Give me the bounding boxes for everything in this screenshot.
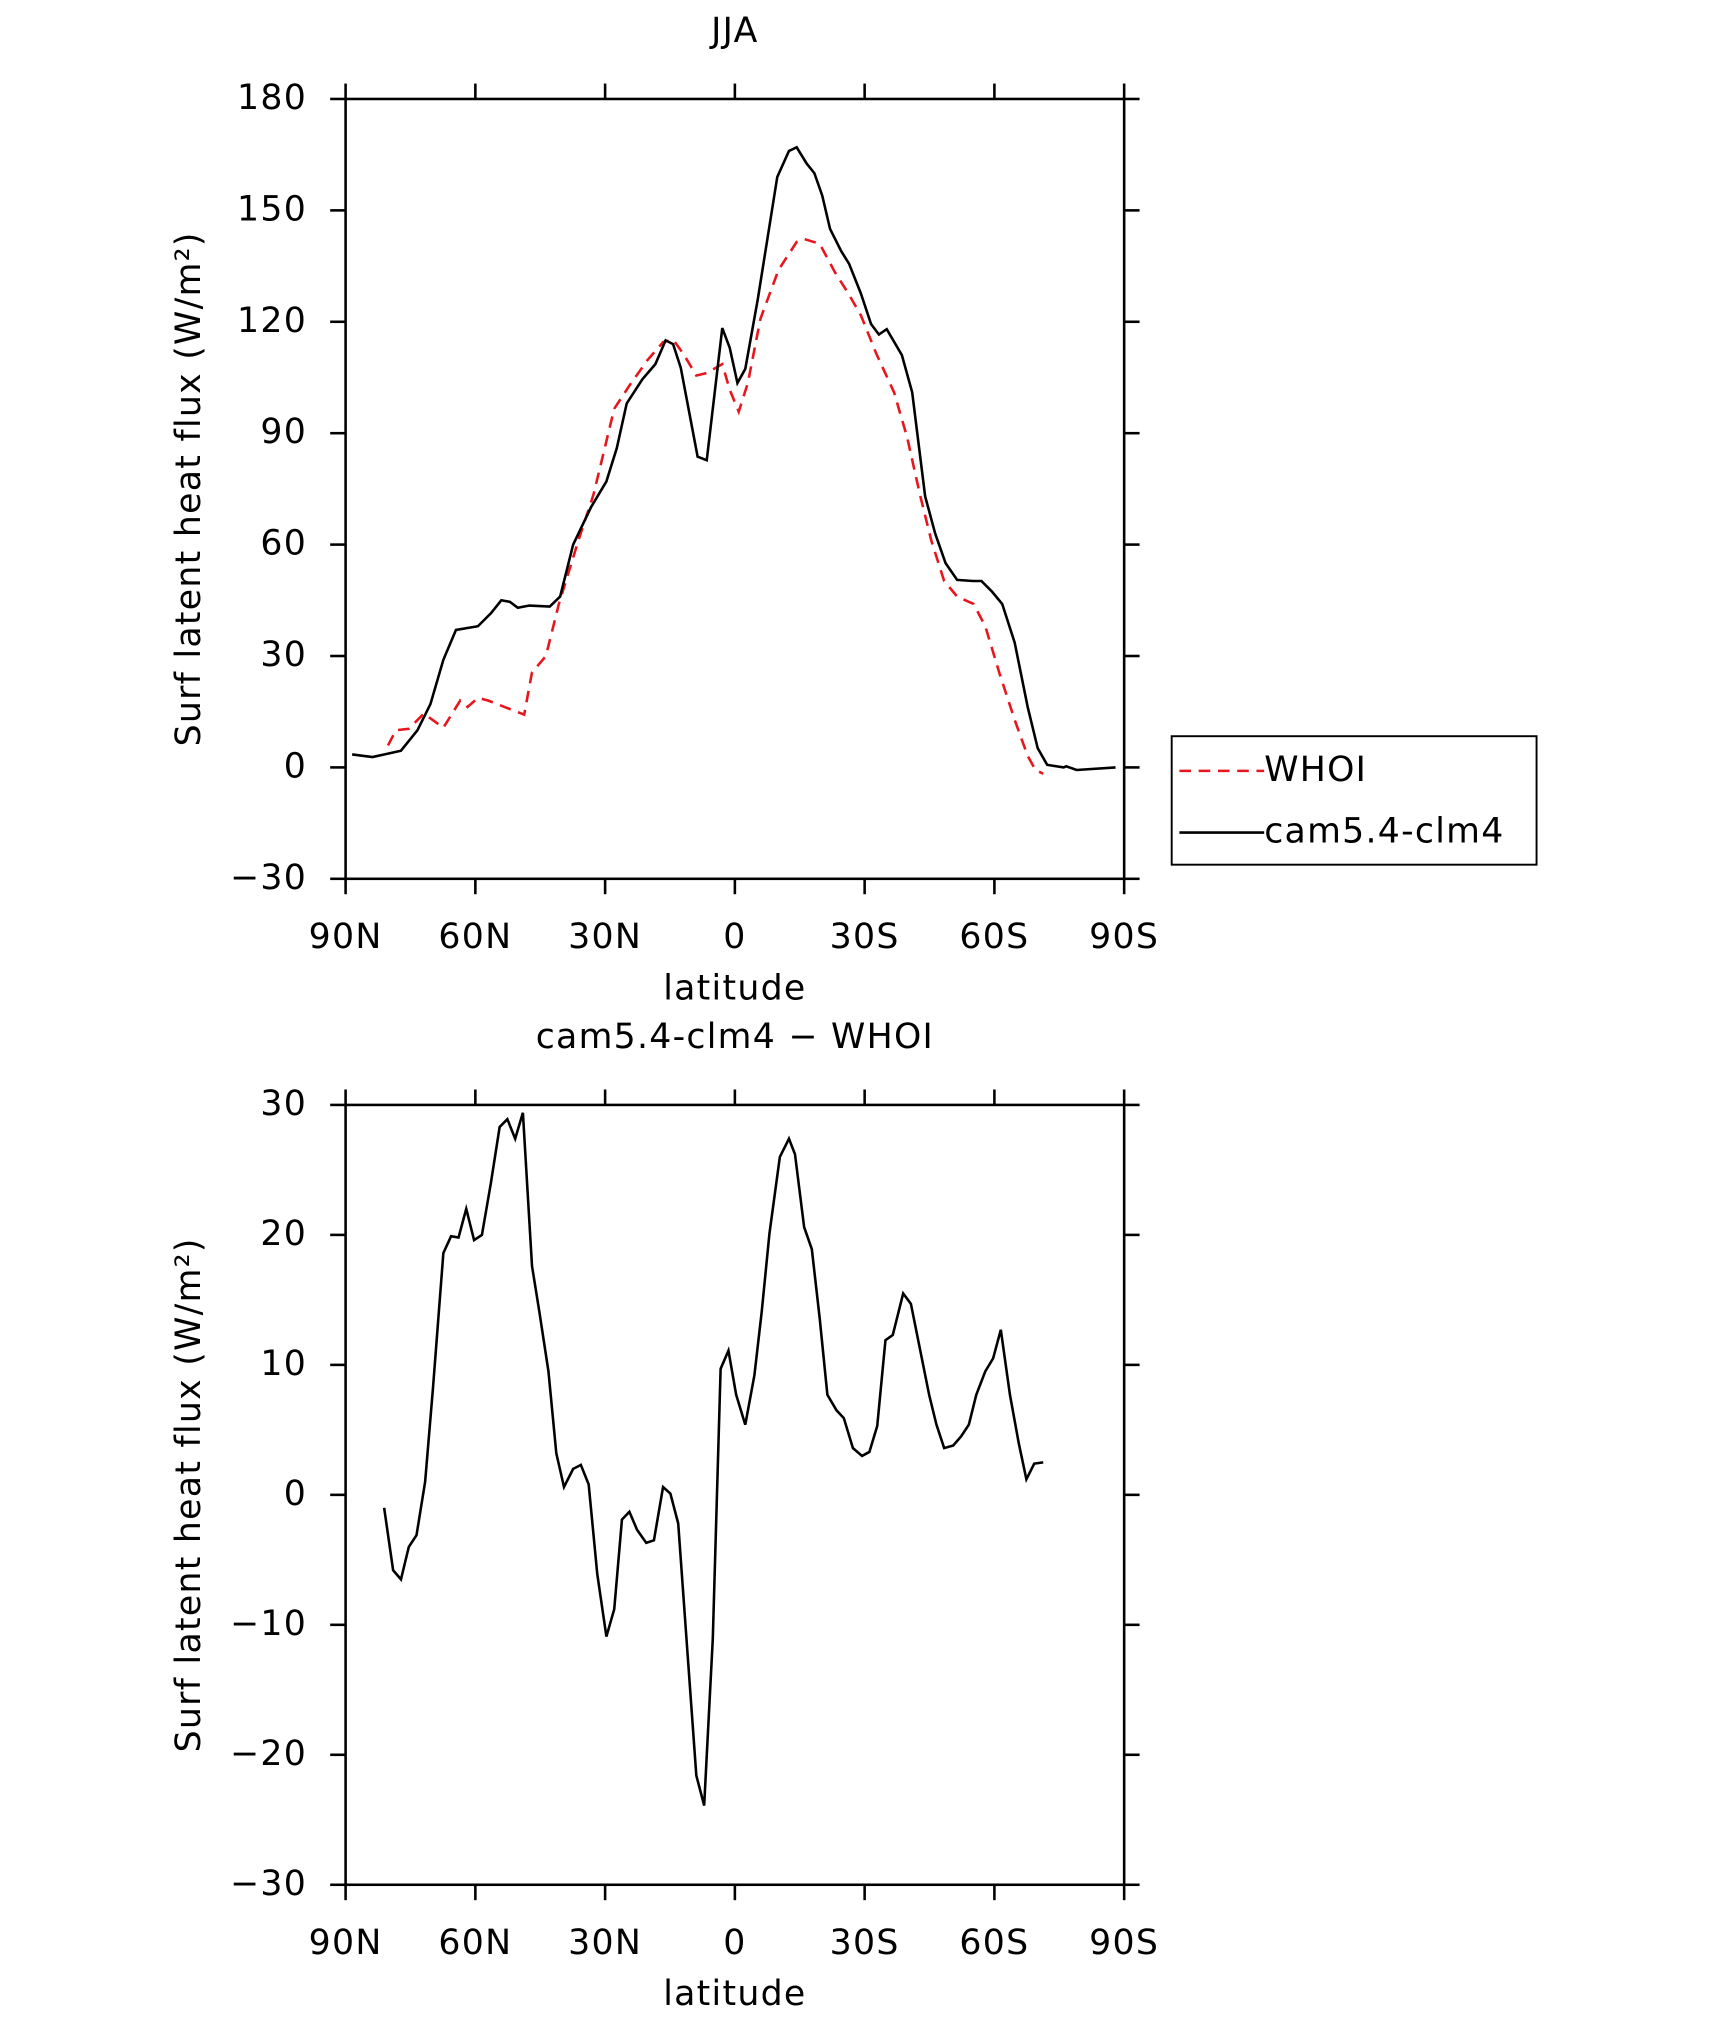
x-tick-label: 60S bbox=[959, 917, 1029, 957]
series-line bbox=[386, 237, 1044, 775]
y-tick-label: −20 bbox=[230, 1734, 307, 1774]
x-tick-label: 90N bbox=[309, 917, 383, 957]
x-tick-label: 30N bbox=[568, 1923, 642, 1963]
x-tick-label: 30S bbox=[830, 917, 900, 957]
x-axis-label: latitude bbox=[663, 968, 806, 1008]
y-axis-label: Surf latent heat flux (W/m²) bbox=[169, 1237, 209, 1752]
series-line bbox=[351, 145, 1116, 772]
series-line bbox=[382, 1112, 1044, 1806]
x-axis-label: latitude bbox=[663, 1974, 806, 2014]
y-tick-label: 0 bbox=[284, 746, 307, 786]
legend-label: cam5.4-clm4 bbox=[1264, 812, 1504, 852]
y-tick-label: 20 bbox=[260, 1214, 307, 1254]
y-tick-label: 180 bbox=[237, 78, 307, 118]
x-tick-label: 30N bbox=[568, 917, 642, 957]
legend-box bbox=[1170, 735, 1538, 866]
y-tick-label: 90 bbox=[260, 412, 307, 452]
x-tick-label: 90N bbox=[309, 1923, 383, 1963]
chart-title: JJA bbox=[709, 11, 758, 51]
y-tick-label: 150 bbox=[237, 189, 307, 229]
y-tick-label: −10 bbox=[230, 1604, 307, 1644]
x-tick-label: 0 bbox=[723, 917, 746, 957]
x-tick-label: 30S bbox=[830, 1923, 900, 1963]
x-tick-label: 90S bbox=[1089, 917, 1159, 957]
x-tick-label: 60S bbox=[959, 1923, 1029, 1963]
y-tick-label: 30 bbox=[260, 1084, 307, 1124]
y-tick-label: 0 bbox=[284, 1474, 307, 1514]
plot-frame bbox=[344, 97, 1126, 881]
plot-frame bbox=[344, 1103, 1126, 1887]
x-tick-label: 0 bbox=[723, 1923, 746, 1963]
y-tick-label: −30 bbox=[230, 1864, 307, 1904]
y-tick-label: 60 bbox=[260, 524, 307, 564]
x-tick-label: 60N bbox=[438, 917, 512, 957]
x-tick-label: 60N bbox=[438, 1923, 512, 1963]
x-tick-label: 90S bbox=[1089, 1923, 1159, 1963]
y-tick-label: 120 bbox=[237, 301, 307, 341]
y-tick-label: 30 bbox=[260, 635, 307, 675]
y-tick-label: 10 bbox=[260, 1344, 307, 1384]
y-axis-label: Surf latent heat flux (W/m²) bbox=[169, 231, 209, 746]
legend-label: WHOI bbox=[1264, 750, 1367, 790]
y-tick-label: −30 bbox=[230, 858, 307, 898]
chart-title: cam5.4-clm4 − WHOI bbox=[536, 1017, 934, 1057]
